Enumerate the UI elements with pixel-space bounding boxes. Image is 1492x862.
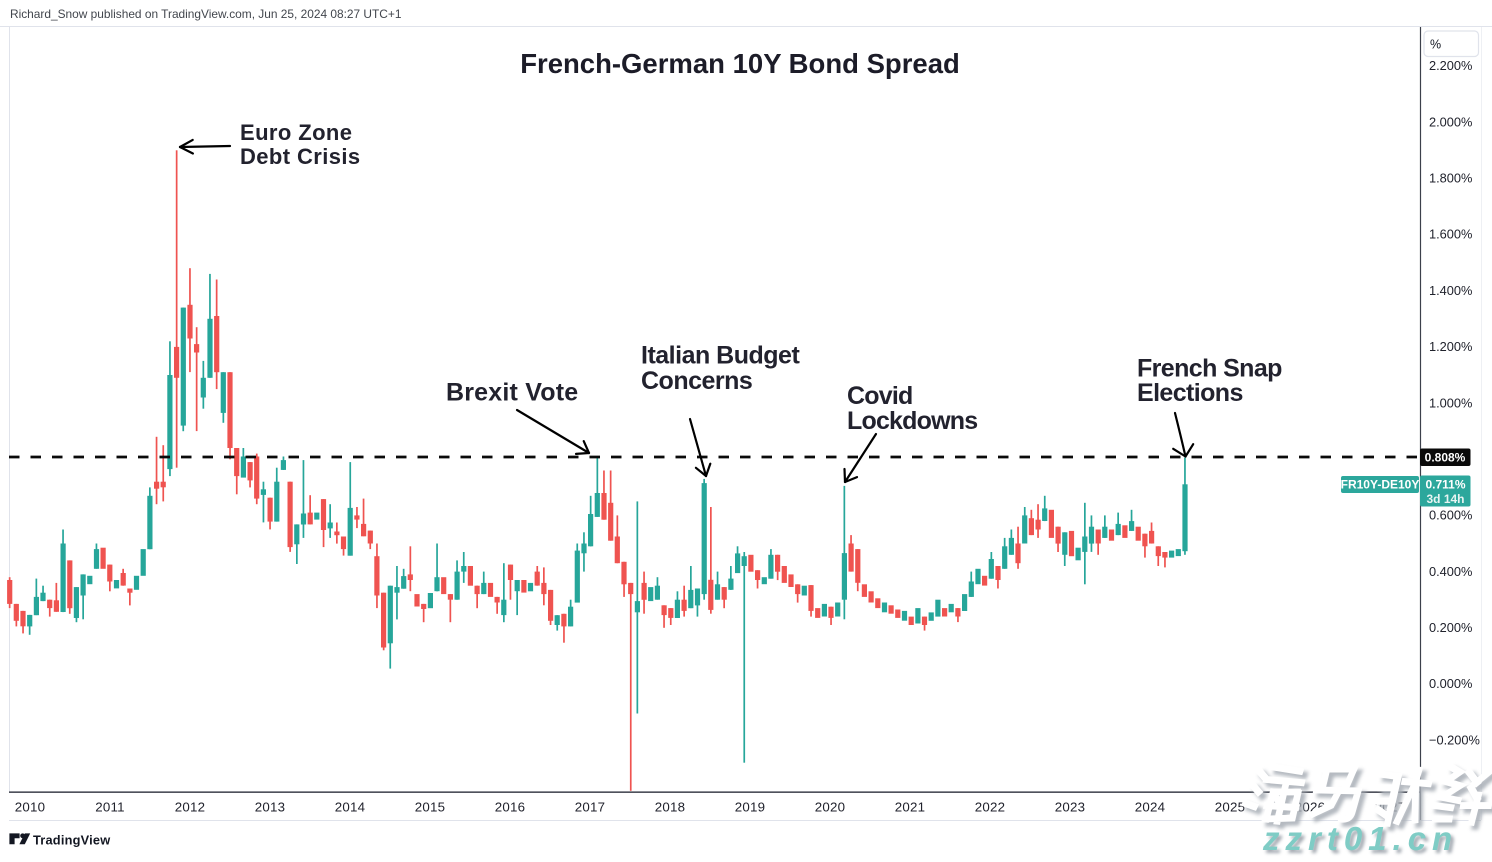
svg-text:2011: 2011 bbox=[95, 800, 124, 815]
svg-text:0.000%: 0.000% bbox=[1429, 676, 1472, 691]
svg-text:2022: 2022 bbox=[975, 800, 1005, 815]
svg-text:2021: 2021 bbox=[895, 800, 925, 815]
svg-text:2015: 2015 bbox=[415, 800, 445, 815]
svg-text:zzrt01.cn: zzrt01.cn bbox=[1265, 823, 1461, 857]
svg-text:0.808%: 0.808% bbox=[1425, 451, 1466, 465]
svg-text:2.000%: 2.000% bbox=[1429, 114, 1472, 129]
svg-text:Debt Crisis: Debt Crisis bbox=[240, 144, 361, 169]
svg-text:2010: 2010 bbox=[15, 800, 45, 815]
svg-text:2012: 2012 bbox=[175, 800, 205, 815]
svg-text:2025: 2025 bbox=[1215, 800, 1245, 815]
svg-text:2013: 2013 bbox=[255, 800, 285, 815]
svg-text:French-German 10Y Bond Spread: French-German 10Y Bond Spread bbox=[520, 48, 960, 79]
svg-text:0.600%: 0.600% bbox=[1429, 508, 1472, 523]
svg-text:0.200%: 0.200% bbox=[1429, 620, 1472, 635]
svg-text:Lockdowns: Lockdowns bbox=[847, 407, 977, 435]
svg-text:1.600%: 1.600% bbox=[1429, 227, 1472, 242]
svg-text:Elections: Elections bbox=[1137, 379, 1243, 407]
svg-text:0.400%: 0.400% bbox=[1429, 564, 1472, 579]
svg-text:1.400%: 1.400% bbox=[1429, 283, 1472, 298]
svg-text:2017: 2017 bbox=[575, 800, 605, 815]
svg-text:%: % bbox=[1430, 38, 1441, 52]
svg-text:zzrt01.cn: zzrt01.cn bbox=[1262, 820, 1458, 857]
svg-text:Covid: Covid bbox=[847, 382, 912, 410]
svg-text:Italian Budget: Italian Budget bbox=[641, 342, 800, 370]
svg-text:1.000%: 1.000% bbox=[1429, 395, 1472, 410]
svg-text:FR10Y-DE10Y: FR10Y-DE10Y bbox=[1341, 478, 1420, 492]
svg-text:Brexit Vote: Brexit Vote bbox=[446, 379, 578, 407]
svg-text:French Snap: French Snap bbox=[1137, 355, 1282, 383]
svg-text:Euro Zone: Euro Zone bbox=[240, 120, 352, 145]
svg-text:Concerns: Concerns bbox=[641, 367, 752, 395]
svg-text:2020: 2020 bbox=[815, 800, 845, 815]
svg-text:Richard_Snow published on Trad: Richard_Snow published on TradingView.co… bbox=[10, 7, 402, 21]
svg-text:TradingView: TradingView bbox=[33, 832, 110, 847]
svg-text:2016: 2016 bbox=[495, 800, 525, 815]
svg-text:2014: 2014 bbox=[335, 800, 365, 815]
svg-text:1.800%: 1.800% bbox=[1429, 171, 1472, 186]
svg-text:0.711%: 0.711% bbox=[1425, 478, 1465, 492]
svg-text:2019: 2019 bbox=[735, 800, 765, 815]
svg-text:2.200%: 2.200% bbox=[1429, 58, 1472, 73]
svg-text:1.200%: 1.200% bbox=[1429, 339, 1472, 354]
svg-text:2024: 2024 bbox=[1135, 800, 1165, 815]
svg-text:2018: 2018 bbox=[655, 800, 685, 815]
svg-text:3d 14h: 3d 14h bbox=[1426, 492, 1464, 506]
svg-text:−0.200%: −0.200% bbox=[1429, 732, 1480, 747]
svg-text:2023: 2023 bbox=[1055, 800, 1085, 815]
